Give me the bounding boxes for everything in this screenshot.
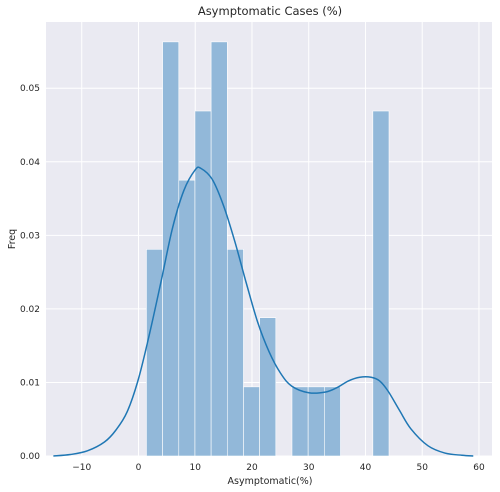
histogram-bar (178, 179, 196, 457)
kde-curve (53, 166, 474, 457)
y-tick-label: 0.05 (20, 84, 40, 94)
y-tick-label: 0.02 (20, 305, 40, 315)
x-axis-label: Asymptomatic(%) (228, 476, 313, 487)
chart-title: Asymptomatic Cases (%) (198, 4, 342, 18)
histogram-bar (372, 110, 390, 457)
histogram-bar (259, 317, 277, 457)
histogram-bar (243, 386, 260, 457)
histogram-bar (307, 386, 325, 457)
y-axis-ticks: 0.00 0.01 0.02 0.03 0.04 0.05 (20, 84, 40, 462)
x-tick-label: 60 (473, 463, 485, 473)
histogram-bar (291, 386, 309, 457)
x-tick-label: 0 (136, 463, 142, 473)
x-tick-label: 40 (360, 463, 372, 473)
x-tick-label: −10 (72, 463, 91, 473)
y-tick-label: 0.03 (20, 231, 40, 241)
y-tick-label: 0.01 (20, 378, 40, 388)
histogram-bar (226, 248, 244, 457)
histogram-bar (146, 248, 163, 457)
x-tick-label: 50 (416, 463, 428, 473)
histogram-bar (210, 41, 228, 457)
histogram-bars (146, 41, 390, 457)
x-tick-label: 10 (190, 463, 202, 473)
y-axis-label: Freq (7, 229, 18, 249)
histogram-bar (324, 386, 341, 457)
x-tick-label: 20 (246, 463, 258, 473)
histogram-bar (162, 41, 180, 457)
x-axis-ticks: −10 0 10 20 30 40 50 60 (72, 463, 485, 473)
histogram-bar (194, 110, 212, 457)
y-tick-label: 0.04 (20, 158, 40, 168)
y-tick-label: 0.00 (20, 452, 40, 462)
x-tick-label: 30 (303, 463, 315, 473)
